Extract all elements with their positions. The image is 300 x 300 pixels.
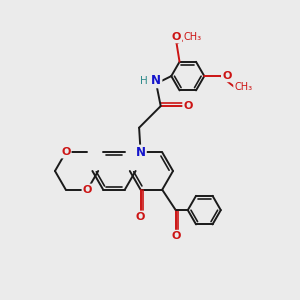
Text: O: O [136, 212, 145, 222]
Text: N: N [151, 74, 161, 87]
Text: O: O [172, 32, 181, 42]
Text: CH₃: CH₃ [184, 32, 202, 42]
Text: O: O [222, 71, 232, 81]
Text: O: O [61, 147, 70, 157]
Text: CH₃: CH₃ [234, 82, 252, 92]
Text: O: O [171, 231, 180, 241]
Text: O: O [184, 101, 193, 111]
Text: H: H [140, 76, 148, 85]
Text: N: N [136, 146, 146, 159]
Text: O: O [83, 185, 92, 195]
